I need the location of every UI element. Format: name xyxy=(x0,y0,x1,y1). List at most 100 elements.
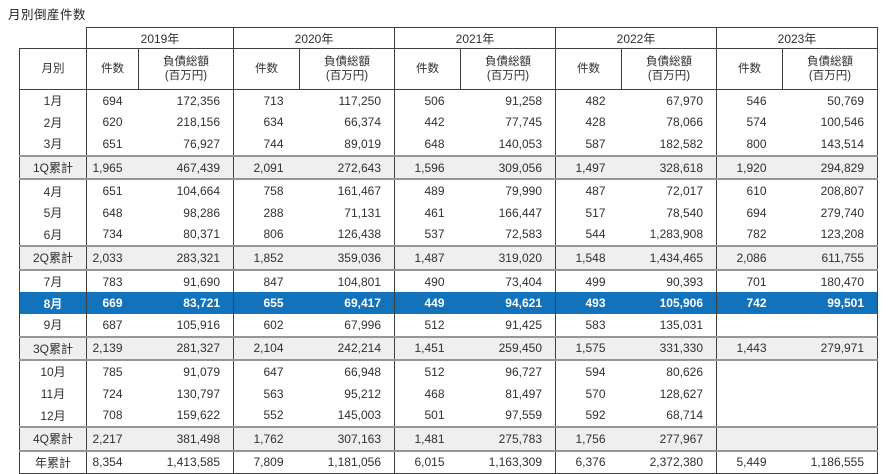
debt-cell xyxy=(782,382,878,405)
table-row: 2Q累計 2,033 283,321 1,852 359,036 1,487 319,020… xyxy=(19,245,878,271)
debt-cell: 279,740 xyxy=(782,201,878,224)
count-cell: 546 xyxy=(746,93,767,108)
count-cell: 563 xyxy=(263,386,284,401)
count-cell: 592 xyxy=(585,408,606,423)
debt-cell: 72,583 xyxy=(460,223,556,247)
debt-header: 負債総額 (百万円) xyxy=(138,48,234,90)
row-label: 3月 xyxy=(19,133,87,156)
count-cell: 1,548 xyxy=(555,245,622,271)
count-cell: 461 xyxy=(424,205,445,220)
debt-cell: 331,330 xyxy=(621,335,717,362)
count-header: 件数 xyxy=(555,48,622,90)
debt-cell: 1,181,056 xyxy=(299,449,395,474)
debt-cell: 76,927 xyxy=(138,133,234,156)
debt-cell: 77,745 xyxy=(460,111,556,134)
debt-cell: 73,404 xyxy=(460,269,556,293)
debt-cell: 105,906 xyxy=(621,292,717,314)
debt-header-line2: (百万円) xyxy=(647,70,691,82)
debt-cell: 80,626 xyxy=(621,360,717,383)
count-cell: 8,354 xyxy=(86,449,139,474)
table-row: 5月 648 98,286 288 71,131 461 166,447 517 78,540 6… xyxy=(19,201,878,224)
debt-cell: 2,372,380 xyxy=(621,449,717,474)
debt-cell: 143,514 xyxy=(782,133,878,156)
count-cell: 2,091 xyxy=(233,154,300,181)
count-cell: 552 xyxy=(263,408,284,423)
monthly-bankruptcy-table: 2019年 2020年 2021年 2022年 2023年 月別 件数 負債総額 (百万円) 件数… xyxy=(19,27,878,474)
table-header: 2019年 2020年 2021年 2022年 2023年 月別 件数 負債総額 (百万円) 件数… xyxy=(19,27,878,90)
debt-cell: 94,621 xyxy=(460,292,556,314)
debt-cell: 126,438 xyxy=(299,223,395,247)
debt-header-line2: (百万円) xyxy=(164,70,208,82)
debt-header: 負債総額 (百万円) xyxy=(782,48,878,90)
count-cell: 490 xyxy=(424,274,445,289)
debt-cell: 328,618 xyxy=(621,154,717,181)
row-label: 8月 xyxy=(19,292,87,314)
debt-cell: 180,470 xyxy=(782,269,878,293)
debt-cell: 66,948 xyxy=(299,360,395,383)
count-cell: 1,920 xyxy=(716,154,783,181)
debt-cell: 81,497 xyxy=(460,382,556,405)
count-header: 件数 xyxy=(233,48,300,90)
count-cell: 648 xyxy=(102,205,123,220)
table-row: 11月 724 130,797 563 95,212 468 81,497 570 128,62… xyxy=(19,382,878,405)
debt-cell xyxy=(782,425,878,452)
debt-cell: 1,413,585 xyxy=(138,449,234,474)
count-cell: 570 xyxy=(585,386,606,401)
count-cell: 800 xyxy=(746,136,767,151)
debt-cell: 66,374 xyxy=(299,111,395,134)
count-cell: 694 xyxy=(102,93,123,108)
debt-cell: 1,163,309 xyxy=(460,449,556,474)
table-row: 3Q累計 2,139 281,327 2,104 242,214 1,451 259,450… xyxy=(19,335,878,362)
debt-cell: 161,467 xyxy=(299,179,395,202)
count-cell xyxy=(717,404,783,427)
debt-cell: 72,017 xyxy=(621,179,717,202)
debt-cell: 117,250 xyxy=(299,89,395,112)
debt-cell: 140,053 xyxy=(460,133,556,156)
debt-header-line1: 負債総額 xyxy=(324,55,370,68)
table-row: 9月 687 105,916 602 67,996 512 91,425 583 135,031 xyxy=(19,313,878,337)
count-cell: 1,596 xyxy=(394,154,461,181)
count-cell: 489 xyxy=(424,184,445,199)
count-cell: 687 xyxy=(102,317,123,332)
table-row: 3月 651 76,927 744 89,019 648 140,053 587 182,582… xyxy=(19,133,878,156)
table-row: 6月 734 80,371 806 126,438 537 72,583 544 1,283,9… xyxy=(19,223,878,247)
debt-cell: 67,996 xyxy=(299,313,395,337)
count-header: 件数 xyxy=(86,48,139,90)
count-header: 件数 xyxy=(716,48,783,90)
row-label: 年累計 xyxy=(19,449,87,474)
count-cell: 2,086 xyxy=(716,245,783,271)
count-cell: 694 xyxy=(746,205,767,220)
count-cell: 651 xyxy=(102,136,123,151)
row-label: 9月 xyxy=(19,313,87,337)
corner-cell xyxy=(20,28,87,49)
debt-header: 負債総額 (百万円) xyxy=(299,48,395,90)
count-cell: 713 xyxy=(263,93,284,108)
count-cell: 1,756 xyxy=(555,425,622,452)
row-label: 1Q累計 xyxy=(19,154,87,181)
debt-cell: 172,356 xyxy=(138,89,234,112)
count-cell xyxy=(717,314,783,337)
debt-header-line1: 負債総額 xyxy=(646,55,692,68)
count-cell xyxy=(717,383,783,405)
row-label: 5月 xyxy=(19,201,87,224)
row-label: 4月 xyxy=(19,179,87,202)
count-cell: 1,451 xyxy=(394,335,461,362)
count-cell: 537 xyxy=(424,227,445,242)
count-cell: 7,809 xyxy=(233,449,300,474)
debt-cell: 89,019 xyxy=(299,133,395,156)
year-header: 2019年 xyxy=(86,27,234,49)
debt-cell: 98,286 xyxy=(138,201,234,224)
count-cell: 1,497 xyxy=(555,154,622,181)
debt-cell: 67,970 xyxy=(621,89,717,112)
count-cell: 487 xyxy=(585,184,606,199)
debt-cell: 99,501 xyxy=(782,292,878,314)
count-cell: 669 xyxy=(86,292,139,314)
row-label: 6月 xyxy=(19,223,87,247)
count-cell: 544 xyxy=(585,227,606,242)
table-row: 1Q累計 1,965 467,439 2,091 272,643 1,596 309,056… xyxy=(19,154,878,181)
table-row: 2月 620 218,156 634 66,374 442 77,745 428 78,066 5… xyxy=(19,111,878,134)
count-cell: 620 xyxy=(102,115,123,130)
count-cell: 288 xyxy=(263,205,284,220)
count-cell: 602 xyxy=(263,317,284,332)
debt-cell: 307,163 xyxy=(299,425,395,452)
